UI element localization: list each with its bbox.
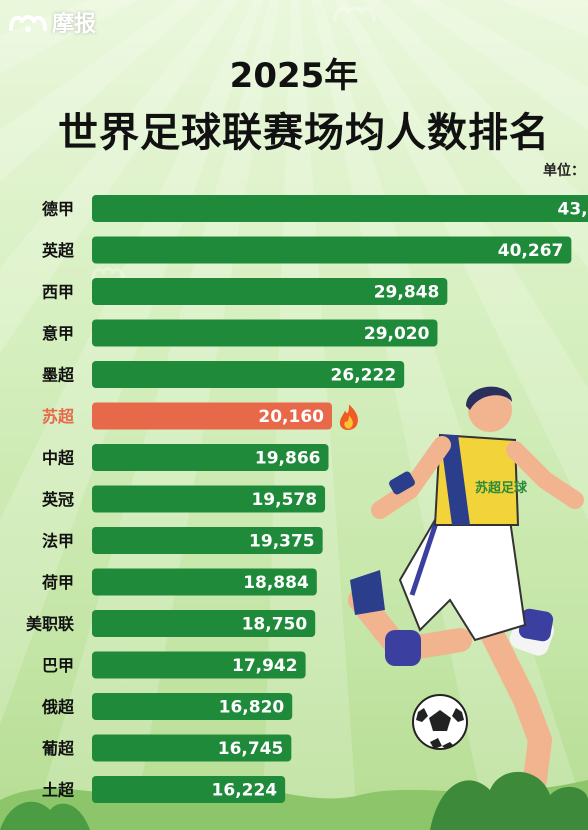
category-label: 英超	[41, 241, 75, 260]
value-label: 18,750	[242, 615, 308, 635]
value-label: 43,3	[558, 200, 588, 220]
bar	[92, 444, 329, 471]
category-label: 中超	[42, 449, 75, 468]
unit-label: 单位：	[543, 163, 585, 179]
brand-logo: 摩报	[8, 6, 96, 38]
bar	[92, 776, 286, 803]
bar	[92, 195, 588, 222]
category-label: 俄超	[41, 698, 75, 717]
category-label: 西甲	[42, 283, 74, 302]
bar	[92, 693, 293, 720]
jersey-text: 苏超足球	[475, 480, 528, 496]
category-label: 巴甲	[42, 656, 74, 675]
bar	[92, 651, 306, 679]
brand-name: 摩报	[52, 12, 97, 37]
category-label: 土超	[42, 781, 75, 800]
bar	[92, 485, 326, 513]
category-label: 荷甲	[42, 573, 74, 592]
value-label: 19,866	[255, 449, 321, 469]
value-label: 16,745	[218, 739, 284, 759]
category-label: 英冠	[41, 490, 74, 509]
bar	[92, 361, 405, 388]
value-label: 16,224	[212, 781, 278, 801]
category-label: 苏超	[42, 407, 75, 426]
bar	[92, 236, 572, 264]
value-label: 20,160	[258, 407, 324, 427]
value-label: 29,848	[374, 283, 440, 303]
bar	[92, 568, 317, 596]
category-label: 德甲	[42, 200, 74, 219]
category-label: 葡超	[41, 739, 75, 758]
value-label: 29,020	[364, 324, 430, 344]
value-label: 18,884	[243, 573, 309, 593]
watermark-logo-icon	[91, 267, 125, 282]
value-label: 26,222	[331, 366, 397, 386]
fire-icon	[339, 404, 358, 431]
soccer-ball-icon	[412, 694, 468, 750]
grass-decoration	[0, 771, 588, 830]
chart-title: 世界足球联赛场均人数排名	[58, 110, 550, 156]
watermark-logo-icon	[333, 6, 376, 22]
bar	[92, 402, 332, 430]
bar	[92, 610, 316, 637]
value-label: 17,942	[232, 656, 298, 676]
category-label: 美职联	[26, 615, 74, 634]
title-year: 2025年	[229, 56, 359, 96]
value-label: 16,820	[219, 698, 285, 718]
category-label: 墨超	[42, 366, 75, 385]
value-label: 19,578	[251, 490, 317, 510]
value-label: 40,267	[498, 241, 564, 261]
bar	[92, 734, 292, 762]
category-label: 法甲	[42, 532, 74, 551]
bar	[92, 527, 323, 554]
bar	[92, 319, 438, 347]
brand-logo-icon	[9, 15, 47, 32]
category-label: 意甲	[42, 324, 74, 343]
value-label: 19,375	[249, 532, 315, 552]
bar	[92, 278, 448, 305]
